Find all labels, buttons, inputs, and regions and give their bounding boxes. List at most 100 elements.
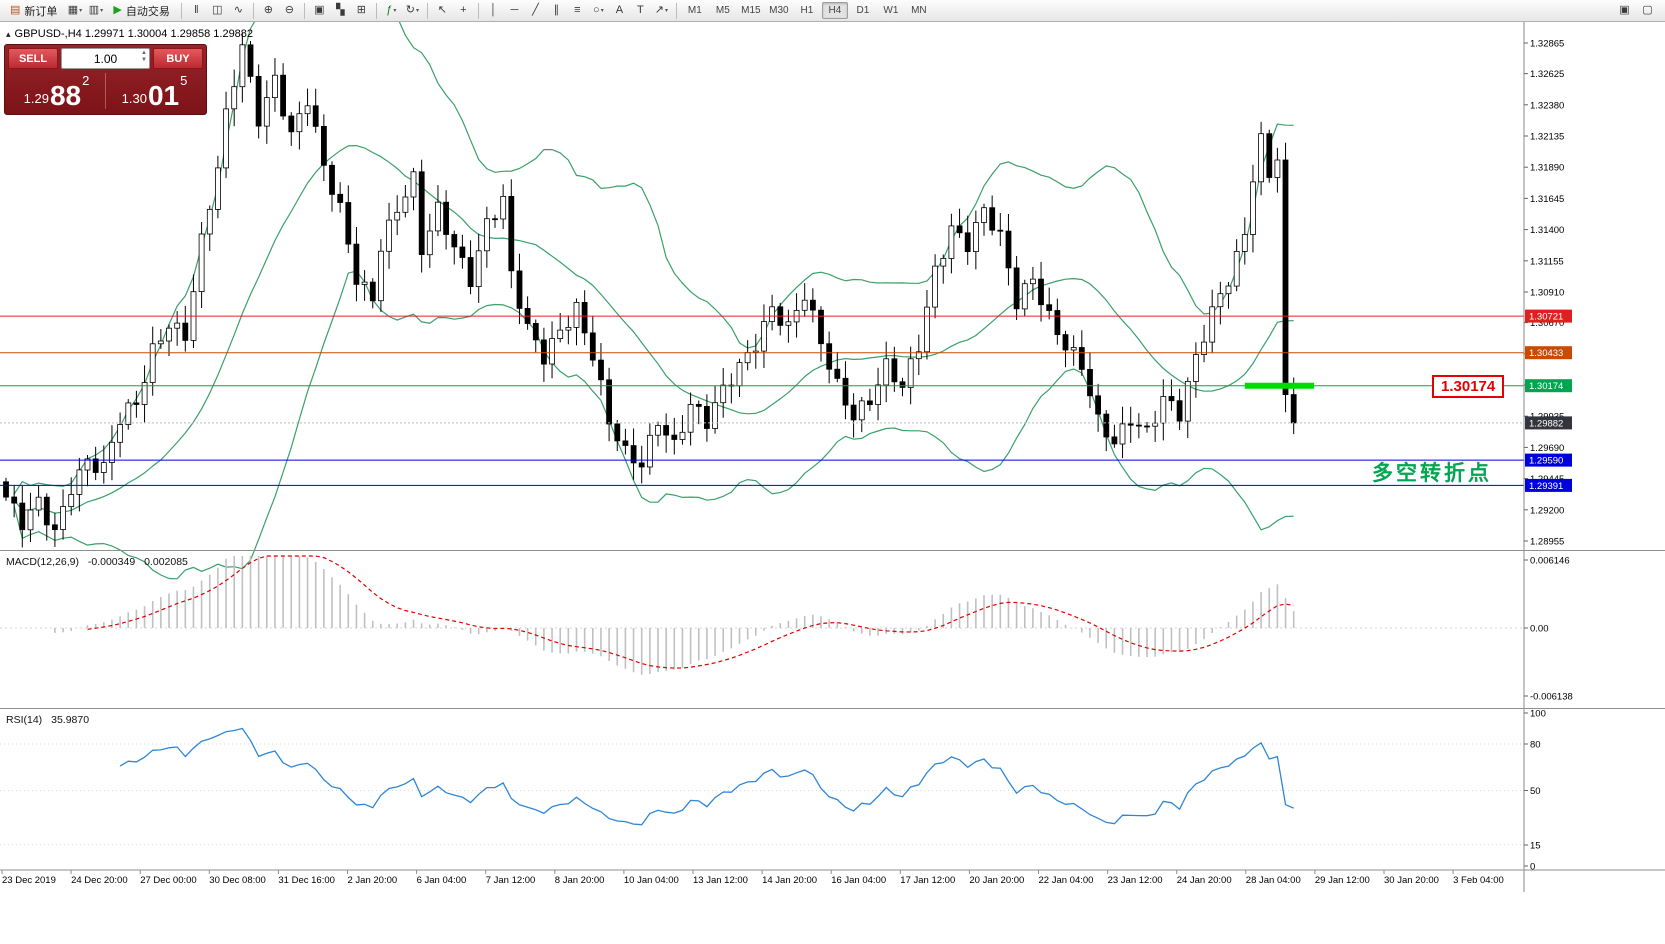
channel-icon: ∥ [553,4,560,16]
trendline-button[interactable]: ╱ [525,1,546,20]
arrows-button[interactable]: ↗ ▾ [651,1,672,20]
sell-button[interactable]: SELL [8,48,58,69]
volume-down-icon[interactable]: ▼ [141,57,147,63]
svg-text:0: 0 [1530,862,1535,873]
label-icon: T [637,4,644,16]
time-axis: 23 Dec 2019 24 Dec 20:00 27 Dec 00:00 30 De… [0,869,1665,886]
timeframe-button-w1[interactable]: W1 [878,2,904,19]
cascade-windows-button[interactable]: ▚ [330,1,351,20]
toolbar-items: ▤ 新订单 ▦ ▾ ▥ ▾ ▶ 自动交易 ‖ ◫ ∿ ⊕ ⊖ ▣ ▚ ⊞ ƒ ▾ ↻ ▾ ↖ + │ ─ ╱ ∥ ≡ ○ ▾ A T ↗ ▾ M1… [3,0,933,22]
community-button[interactable]: ▢ [1637,1,1658,20]
one-click-trading-panel: SELL 1.00 ▲ ▼ BUY 1.29 88 2 1.30 01 5 [4,44,207,115]
time-scale[interactable] [0,870,1665,892]
line-chart-icon: ∿ [233,4,243,16]
fibonacci-button[interactable]: ≡ [567,1,588,20]
vertical-line-icon: │ [489,4,497,16]
cn-annotation[interactable]: 多空转折点 [1372,462,1492,485]
trendline-icon: ╱ [532,4,539,16]
svg-text:2 Jan 20:00: 2 Jan 20:00 [348,875,398,886]
svg-text:10 Jan 04:00: 10 Jan 04:00 [624,875,679,886]
timeframe-button-m30[interactable]: M30 [766,2,792,19]
autotrading-play-icon: ▶ [113,4,122,16]
volume-input[interactable]: 1.00 ▲ ▼ [61,48,150,69]
new-chart-icon: ▦ [67,4,79,16]
svg-text:22 Jan 04:00: 22 Jan 04:00 [1039,875,1094,886]
label-button[interactable]: T [630,1,651,20]
zoom-out-button[interactable]: ⊖ [279,1,300,20]
svg-text:30 Dec 08:00: 30 Dec 08:00 [209,875,266,886]
profiles-icon: ▥ [88,4,100,16]
candlestick-chart-icon: ◫ [212,4,223,16]
macd-signal-value: 0.002085 [144,556,188,568]
templates-icon: ↻ [405,4,415,16]
vertical-line-button[interactable]: │ [483,1,504,20]
new-order-button[interactable]: ▤ 新订单 [3,1,64,20]
cursor-icon: ↖ [437,4,447,16]
crosshair-button[interactable]: + [453,1,474,20]
timeframe-button-h4[interactable]: H4 [821,2,848,19]
zoom-out-icon: ⊖ [284,4,294,16]
chart-window-icon: ▣ [1619,4,1630,16]
chart-window-button[interactable]: ▣ [1614,1,1635,20]
autotrading-button[interactable]: ▶ 自动交易 [106,1,176,20]
svg-text:1.30174: 1.30174 [1529,381,1563,392]
one-click-collapse-icon[interactable]: ▴ [6,28,11,39]
bar-chart-button[interactable]: ‖ [186,1,207,20]
crosshair-icon: + [460,4,467,16]
toolbar-separator [180,2,182,19]
tile-windows-button[interactable]: ▣ [309,1,330,20]
new-order-icon: ▤ [10,4,21,16]
dropdown-caret-icon: ▾ [415,8,419,14]
volume-up-icon[interactable]: ▲ [141,50,147,56]
zoom-in-button[interactable]: ⊕ [258,1,279,20]
line-chart-button[interactable]: ∿ [228,1,249,20]
cursor-button[interactable]: ↖ [432,1,453,20]
timeframe-button-m5[interactable]: M5 [710,2,736,19]
indicators-button[interactable]: ƒ ▾ [381,1,402,20]
price-level-flag[interactable]: 1.30174 [1432,375,1505,398]
timeframe-button-d1[interactable]: D1 [850,2,876,19]
svg-text:31 Dec 16:00: 31 Dec 16:00 [278,875,335,886]
arrange-windows-button[interactable]: ⊞ [351,1,372,20]
sell-price-display[interactable]: 1.29 88 2 [8,71,105,111]
templates-button[interactable]: ↻ ▾ [402,1,423,20]
toolbar-right-icons: ▣ ▢ [1614,1,1662,20]
community-icon: ▢ [1642,4,1653,16]
shapes-icon: ○ [593,4,600,16]
new-chart-button[interactable]: ▦ ▾ [64,1,85,20]
price-scale[interactable] [1524,22,1665,870]
shapes-button[interactable]: ○ ▾ [588,1,609,20]
svg-text:1.31645: 1.31645 [1530,194,1564,205]
svg-text:8 Jan 20:00: 8 Jan 20:00 [555,875,605,886]
toolbar: ▤ 新订单 ▦ ▾ ▥ ▾ ▶ 自动交易 ‖ ◫ ∿ ⊕ ⊖ ▣ ▚ ⊞ ƒ ▾ ↻ ▾ ↖ + │ ─ ╱ ∥ ≡ ○ ▾ A T ↗ ▾ M1… [0,0,1665,22]
zoom-in-icon: ⊕ [263,4,273,16]
dropdown-caret-icon: ▾ [600,8,604,14]
candlestick-chart-button[interactable]: ◫ [207,1,228,20]
timeframe-button-h1[interactable]: H1 [794,2,820,19]
buy-button[interactable]: BUY [153,48,203,69]
symbol-ohlc-text: GBPUSD-,H4 1.29971 1.30004 1.29858 1.298… [14,28,254,40]
channel-button[interactable]: ∥ [546,1,567,20]
horizontal-line-button[interactable]: ─ [504,1,525,20]
level-lines[interactable] [0,315,1524,486]
buy-price-display[interactable]: 1.30 01 5 [106,71,203,111]
timeframe-button-m15[interactable]: M15 [738,2,764,19]
toolbar-separator [477,2,479,19]
timeframe-button-mn[interactable]: MN [906,2,932,19]
svg-text:15: 15 [1530,841,1541,852]
svg-text:16 Jan 04:00: 16 Jan 04:00 [831,875,886,886]
profiles-button[interactable]: ▥ ▾ [85,1,106,20]
toolbar-separator [426,2,428,19]
svg-text:29 Jan 12:00: 29 Jan 12:00 [1315,875,1370,886]
text-button[interactable]: A [609,1,630,20]
rsi-panel [0,727,1524,846]
panel-separator-macd[interactable] [0,550,1665,555]
svg-text:14 Jan 20:00: 14 Jan 20:00 [762,875,817,886]
panel-separator-rsi[interactable] [0,708,1665,713]
svg-text:1.31155: 1.31155 [1530,256,1564,267]
autotrading-button-label: 自动交易 [125,5,170,18]
arrow-icon: ↗ [654,4,664,16]
timeframe-button-m1[interactable]: M1 [682,2,708,19]
candles [3,32,1297,548]
